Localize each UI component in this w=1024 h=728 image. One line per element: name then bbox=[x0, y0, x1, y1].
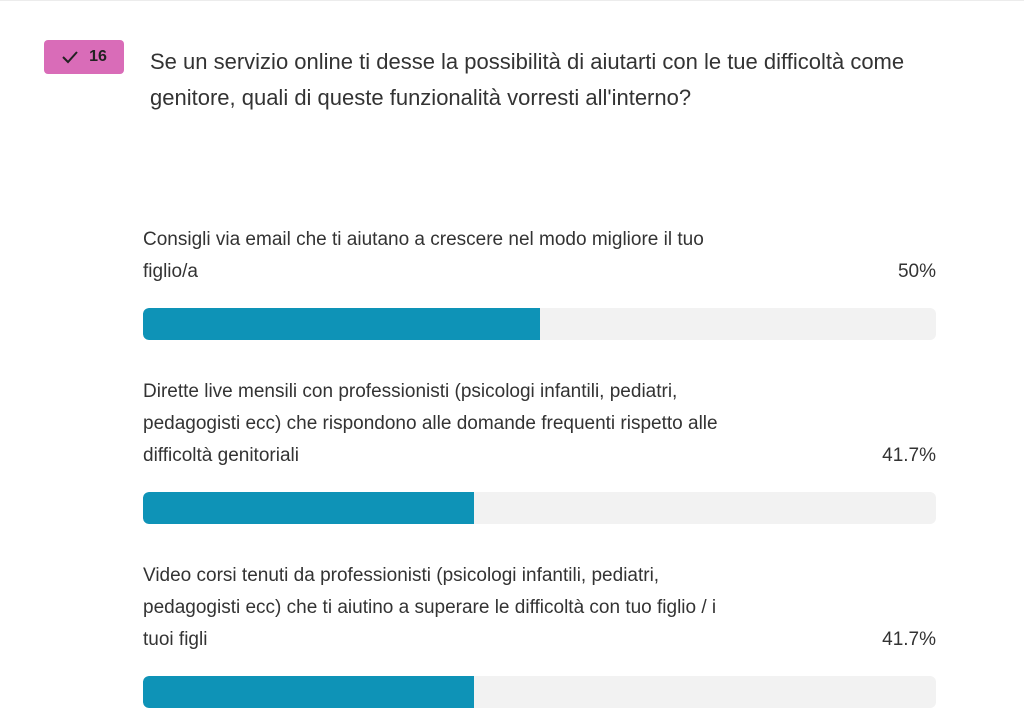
option-label: Consigli via email che ti aiutano a cres… bbox=[143, 229, 704, 282]
question-header: 16 Se un servizio online ti desse la pos… bbox=[44, 40, 984, 116]
option-bar-fill bbox=[143, 308, 540, 340]
question-title: Se un servizio online ti desse la possib… bbox=[150, 49, 905, 110]
option-bar-track bbox=[143, 492, 936, 524]
option-percent: 50% bbox=[897, 261, 936, 282]
check-icon bbox=[61, 50, 79, 64]
option-percent: 41.7% bbox=[882, 445, 936, 466]
answer-options: Consigli via email che ti aiutano a cres… bbox=[143, 224, 936, 708]
option-bar-fill bbox=[143, 492, 474, 524]
top-divider bbox=[0, 0, 1024, 1]
option-bar-track bbox=[143, 308, 936, 340]
option-percent: 41.7% bbox=[882, 629, 936, 650]
option-item: Dirette live mensili con professionisti … bbox=[143, 376, 936, 524]
question-number-badge: 16 bbox=[44, 40, 124, 74]
option-item: Video corsi tenuti da professionisti (ps… bbox=[143, 560, 936, 708]
option-label: Dirette live mensili con professionisti … bbox=[143, 381, 718, 466]
option-bar-fill bbox=[143, 676, 474, 708]
option-item: Consigli via email che ti aiutano a cres… bbox=[143, 224, 936, 340]
option-label: Video corsi tenuti da professionisti (ps… bbox=[143, 565, 717, 650]
option-bar-track bbox=[143, 676, 936, 708]
question-number: 16 bbox=[89, 48, 107, 65]
